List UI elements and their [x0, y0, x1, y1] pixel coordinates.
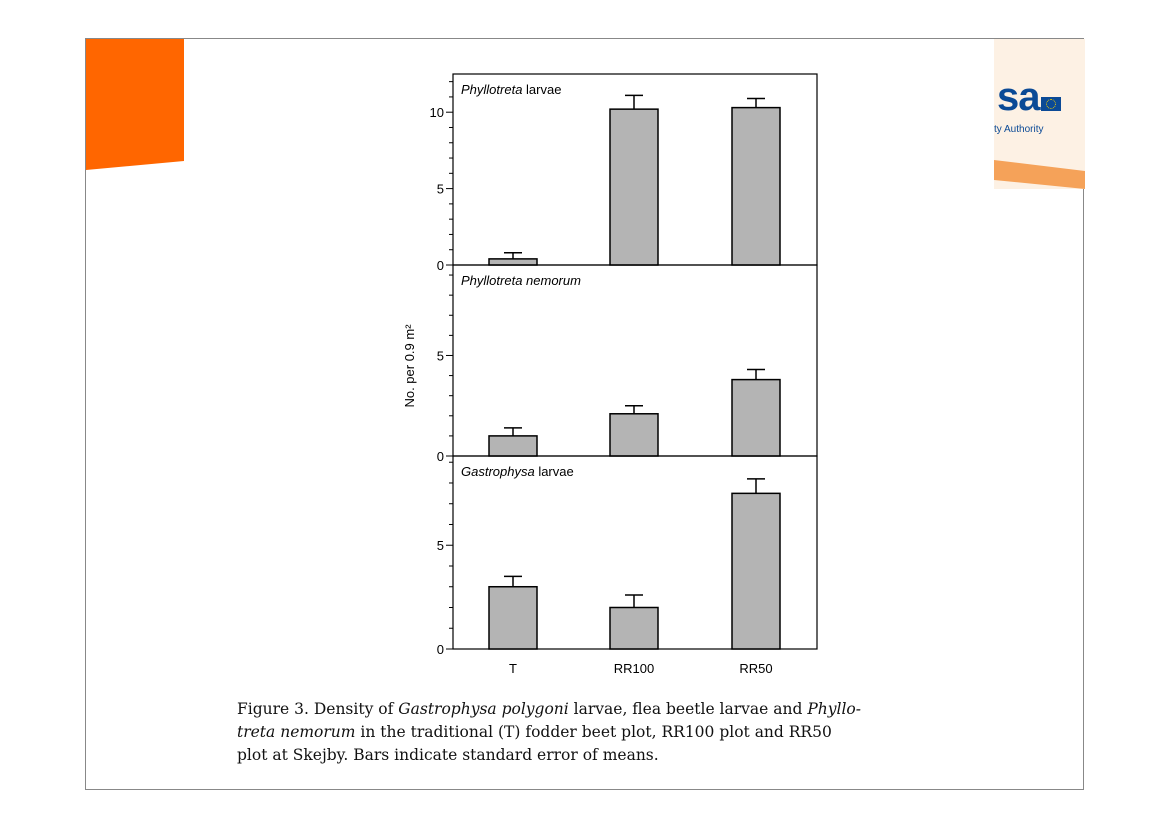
panel-title: Gastrophysa larvae: [461, 464, 574, 479]
caption-species: treta nemorum: [237, 723, 356, 741]
y-tick-label: 5: [437, 348, 444, 363]
efsa-logo: sa ty Authority: [994, 39, 1085, 189]
bar: [488, 435, 538, 457]
caption-text: Figure 3. Density of: [237, 700, 399, 718]
x-tick-label: T: [509, 661, 517, 676]
y-tick-label: 5: [437, 182, 444, 197]
caption-line-3: plot at Skejby. Bars indicate standard e…: [237, 746, 659, 764]
y-tick-label: 0: [437, 449, 444, 464]
bar: [488, 585, 538, 650]
panel-title: Phyllotreta nemorum: [461, 273, 581, 288]
caption-text: in the traditional (T) fodder beet plot,…: [355, 723, 832, 741]
x-tick-label: RR50: [739, 661, 772, 676]
bar: [609, 606, 659, 650]
bar: [609, 108, 659, 266]
bar: [731, 492, 781, 650]
panel-title: Phyllotreta larvae: [461, 82, 561, 97]
caption-line-2: treta nemorum in the traditional (T) fod…: [237, 721, 997, 744]
orange-accent-shape: [86, 39, 184, 170]
x-tick-label: RR100: [614, 661, 654, 676]
caption-species: Phyllo-: [807, 700, 861, 718]
bar: [609, 413, 659, 457]
eu-flag-icon: [1041, 97, 1061, 111]
y-tick-label: 0: [437, 258, 444, 273]
caption-line-1: Figure 3. Density of Gastrophysa polygon…: [237, 698, 997, 721]
y-tick-label: 0: [437, 642, 444, 657]
logo-subtitle: ty Authority: [994, 124, 1044, 135]
bar: [488, 258, 538, 266]
slide-frame: sa ty Authority: [85, 38, 1085, 790]
bar: [731, 106, 781, 266]
caption-text: larvae, flea beetle larvae and: [568, 700, 808, 718]
figure-chart: Phyllotreta larvae 0 5 10 Phyllotreta nemoru…: [402, 73, 818, 676]
caption-species: Gastrophysa polygoni: [398, 700, 569, 718]
y-tick-label: 10: [430, 105, 444, 120]
y-tick-label: 5: [437, 538, 444, 553]
logo-text: sa: [997, 75, 1040, 119]
bar: [731, 378, 781, 457]
figure-caption: Figure 3. Density of Gastrophysa polygon…: [237, 698, 997, 767]
y-axis-label: No. per 0.9 m²: [402, 324, 417, 408]
logo-stripe: [994, 160, 1085, 189]
